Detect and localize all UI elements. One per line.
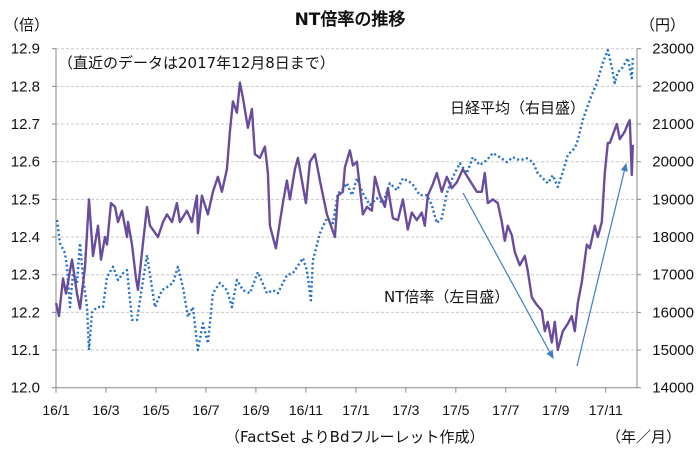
x-tick-label: 16/3	[92, 402, 119, 418]
left-tick-label: 12.6	[11, 154, 40, 171]
nt-series-label: NT倍率（左目盛）	[384, 288, 509, 306]
gridlines	[56, 48, 637, 351]
right-tick-label: 15000	[652, 342, 694, 359]
right-tick-label: 20000	[652, 154, 694, 171]
nt-ratio-line	[54, 81, 634, 352]
left-tick-label: 12.9	[11, 41, 40, 58]
right-tick-label: 18000	[652, 229, 694, 246]
source-note: （FactSet よりBdフルーレット作成）	[225, 428, 484, 446]
x-tick-label: 17/1	[342, 402, 369, 418]
x-axis-ticks: 16/1 16/3 16/5 16/7 16/9 16/11 17/1 17/3 17/5 17/…	[42, 402, 623, 418]
right-tick-label: 17000	[652, 267, 694, 284]
right-tick-label: 22000	[652, 78, 694, 95]
x-axis-unit: （年／月）	[606, 428, 681, 446]
axes	[52, 48, 641, 393]
data-note: （直近のデータは2017年12月8日まで）	[58, 54, 335, 72]
x-tick-label: 16/7	[192, 402, 219, 418]
x-tick-label: 16/1	[42, 402, 69, 418]
nikkei-series-label: 日経平均（右目盛）	[450, 99, 585, 117]
left-tick-label: 12.7	[11, 116, 40, 133]
x-tick-label: 17/3	[392, 402, 419, 418]
left-tick-label: 12.3	[11, 267, 40, 284]
uptrend-arrow	[576, 162, 628, 367]
right-axis-ticks: 14000 15000 16000 17000 18000 19000 20000 21000…	[652, 41, 694, 397]
x-tick-label: 16/9	[242, 402, 269, 418]
right-axis-unit: （円）	[640, 16, 685, 34]
x-tick-label: 16/5	[142, 402, 169, 418]
nikkei-average-line	[55, 49, 634, 352]
x-tick-label: 17/9	[542, 402, 569, 418]
downtrend-arrow	[462, 192, 554, 360]
series-lines	[54, 49, 634, 352]
left-axis-unit: （倍）	[4, 16, 49, 34]
left-tick-label: 12.0	[11, 380, 40, 397]
x-tick-label: 17/5	[442, 402, 469, 418]
left-tick-label: 12.5	[11, 191, 40, 208]
x-tick-label: 17/11	[589, 402, 623, 418]
right-tick-label: 14000	[652, 380, 694, 397]
chart-title: NT倍率の推移	[295, 9, 406, 30]
left-tick-label: 12.2	[11, 304, 40, 321]
left-tick-label: 12.4	[11, 229, 40, 246]
x-tick-label: 17/7	[492, 402, 519, 418]
left-axis-ticks: 12.0 12.1 12.2 12.3 12.4 12.5 12.6 12.7 12.8 12.9	[11, 41, 40, 397]
right-tick-label: 21000	[652, 116, 694, 133]
x-tick-label: 16/11	[289, 402, 323, 418]
right-tick-label: 19000	[652, 191, 694, 208]
left-tick-label: 12.1	[11, 342, 40, 359]
right-tick-label: 16000	[652, 304, 694, 321]
left-tick-label: 12.8	[11, 78, 40, 95]
right-tick-label: 23000	[652, 41, 694, 58]
